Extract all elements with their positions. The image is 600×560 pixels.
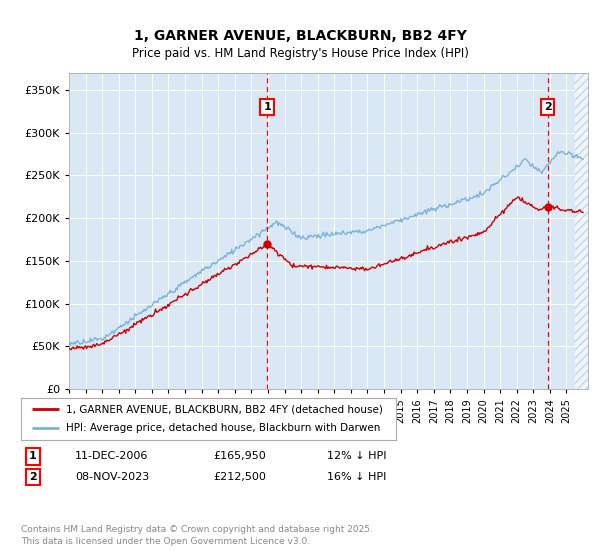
Text: £165,950: £165,950 bbox=[213, 451, 266, 461]
Text: 08-NOV-2023: 08-NOV-2023 bbox=[75, 472, 149, 482]
Text: 1, GARNER AVENUE, BLACKBURN, BB2 4FY (detached house): 1, GARNER AVENUE, BLACKBURN, BB2 4FY (de… bbox=[66, 404, 383, 414]
Text: £212,500: £212,500 bbox=[213, 472, 266, 482]
Text: 1: 1 bbox=[263, 102, 271, 112]
Text: Contains HM Land Registry data © Crown copyright and database right 2025.
This d: Contains HM Land Registry data © Crown c… bbox=[21, 525, 373, 546]
Text: HPI: Average price, detached house, Blackburn with Darwen: HPI: Average price, detached house, Blac… bbox=[66, 423, 380, 433]
Bar bbox=[575, 73, 588, 389]
Text: 11-DEC-2006: 11-DEC-2006 bbox=[75, 451, 148, 461]
Text: 2: 2 bbox=[544, 102, 551, 112]
Text: 16% ↓ HPI: 16% ↓ HPI bbox=[327, 472, 386, 482]
Text: 2: 2 bbox=[29, 472, 37, 482]
Text: 1, GARNER AVENUE, BLACKBURN, BB2 4FY: 1, GARNER AVENUE, BLACKBURN, BB2 4FY bbox=[134, 29, 466, 44]
Text: 12% ↓ HPI: 12% ↓ HPI bbox=[327, 451, 386, 461]
Bar bbox=[575, 73, 588, 389]
Text: 1: 1 bbox=[29, 451, 37, 461]
Text: Price paid vs. HM Land Registry's House Price Index (HPI): Price paid vs. HM Land Registry's House … bbox=[131, 46, 469, 60]
